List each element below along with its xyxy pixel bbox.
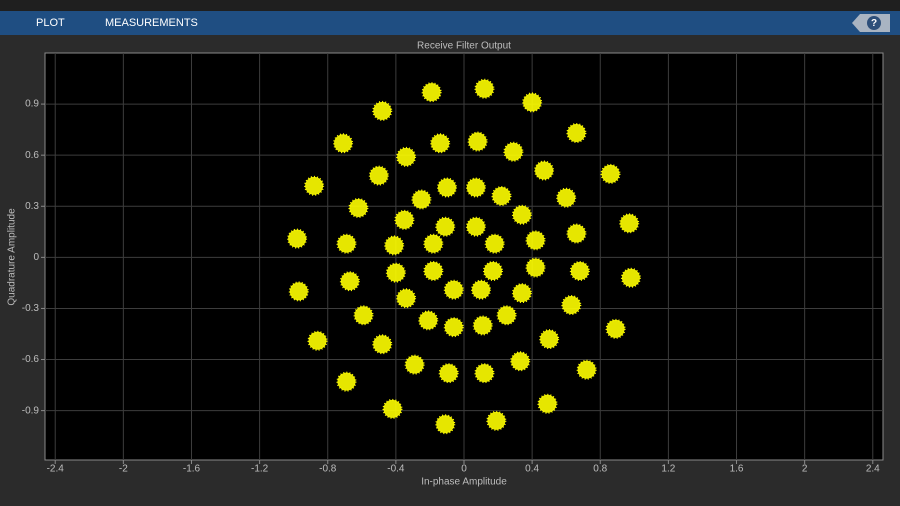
chart-title: Receive Filter Output: [417, 41, 511, 52]
symbol-cluster: [482, 260, 503, 281]
symbol-cluster: [600, 163, 621, 184]
symbol-cluster: [435, 216, 456, 237]
symbol-cluster: [471, 279, 492, 300]
symbol-cluster: [423, 260, 444, 281]
symbol-cluster: [569, 260, 590, 281]
symbol-cluster: [418, 310, 439, 331]
symbol-cluster: [423, 233, 444, 254]
symbol-cluster: [566, 123, 587, 144]
symbol-cluster: [438, 363, 459, 384]
x-tick-label: -1.2: [251, 464, 269, 475]
symbol-cluster: [372, 100, 393, 121]
symbol-cluster: [304, 175, 325, 196]
symbol-cluster: [385, 262, 406, 283]
symbol-cluster: [348, 197, 369, 218]
symbol-cluster: [576, 359, 597, 380]
symbol-cluster: [510, 351, 531, 372]
symbol-cluster: [396, 146, 417, 167]
x-tick-label: -1.6: [183, 464, 201, 475]
symbol-cluster: [411, 189, 432, 210]
symbol-cluster: [467, 131, 488, 152]
y-axis-label: Quadrature Amplitude: [7, 208, 18, 306]
x-tick-label: -0.4: [387, 464, 405, 475]
symbol-cluster: [491, 186, 512, 207]
symbol-cluster: [503, 141, 524, 162]
x-tick-label: 0: [461, 464, 467, 475]
symbol-cluster: [287, 228, 308, 249]
x-tick-label: 0.4: [525, 464, 539, 475]
x-tick-label: -2.4: [47, 464, 65, 475]
x-tick-label: 1.6: [730, 464, 744, 475]
symbol-cluster: [619, 213, 640, 234]
help-button[interactable]: [867, 16, 881, 30]
symbol-cluster: [421, 82, 442, 103]
y-tick-label: 0.6: [25, 150, 39, 161]
symbol-cluster: [537, 393, 558, 414]
y-tick-label: 0.3: [25, 201, 39, 212]
y-tick-label: -0.9: [22, 405, 40, 416]
symbol-cluster: [605, 318, 626, 339]
tab-measurements[interactable]: MEASUREMENTS: [105, 17, 198, 29]
symbol-cluster: [396, 288, 417, 309]
help-icon[interactable]: ?: [871, 18, 877, 29]
top-strip: [0, 0, 900, 11]
symbol-cluster: [474, 78, 495, 99]
y-tick-label: 0: [33, 252, 39, 263]
symbol-cluster: [435, 414, 456, 435]
x-tick-label: -0.8: [319, 464, 337, 475]
symbol-cluster: [465, 216, 486, 237]
x-tick-label: 2.4: [866, 464, 880, 475]
tab-plot[interactable]: PLOT: [36, 17, 65, 29]
symbol-cluster: [404, 354, 425, 375]
symbol-cluster: [382, 398, 403, 419]
symbol-cluster: [620, 267, 641, 288]
symbol-cluster: [372, 334, 393, 355]
symbol-cluster: [368, 165, 389, 186]
symbol-cluster: [430, 133, 451, 154]
y-tick-label: -0.3: [22, 303, 40, 314]
symbol-cluster: [443, 279, 464, 300]
symbol-cluster: [336, 233, 357, 254]
symbol-cluster: [353, 305, 374, 326]
symbol-cluster: [307, 330, 328, 351]
symbol-cluster: [522, 92, 543, 113]
x-tick-label: 1.2: [661, 464, 675, 475]
symbol-cluster: [539, 329, 560, 350]
symbol-cluster: [484, 233, 505, 254]
toolbar: [0, 11, 900, 35]
symbol-cluster: [384, 235, 405, 256]
x-tick-label: 0.8: [593, 464, 607, 475]
symbol-cluster: [472, 315, 493, 336]
x-tick-label: 2: [802, 464, 808, 475]
y-tick-label: -0.6: [22, 354, 40, 365]
symbol-cluster: [556, 187, 577, 208]
symbol-cluster: [525, 257, 546, 278]
symbol-cluster: [511, 283, 532, 304]
symbol-cluster: [465, 177, 486, 198]
symbol-cluster: [394, 209, 415, 230]
symbol-cluster: [525, 230, 546, 251]
symbol-cluster: [336, 371, 357, 392]
symbol-cluster: [288, 281, 309, 302]
symbol-cluster: [443, 317, 464, 338]
x-tick-label: -2: [119, 464, 128, 475]
symbol-cluster: [561, 295, 582, 316]
symbol-cluster: [486, 410, 507, 431]
symbol-cluster: [566, 223, 587, 244]
y-tick-label: 0.9: [25, 99, 39, 110]
x-axis-label: In-phase Amplitude: [421, 477, 507, 488]
symbol-cluster: [496, 305, 517, 326]
symbol-cluster: [534, 160, 555, 181]
symbol-cluster: [474, 363, 495, 384]
symbol-cluster: [333, 133, 354, 154]
symbol-cluster: [436, 177, 457, 198]
symbol-cluster: [339, 271, 360, 292]
symbol-cluster: [511, 204, 532, 225]
